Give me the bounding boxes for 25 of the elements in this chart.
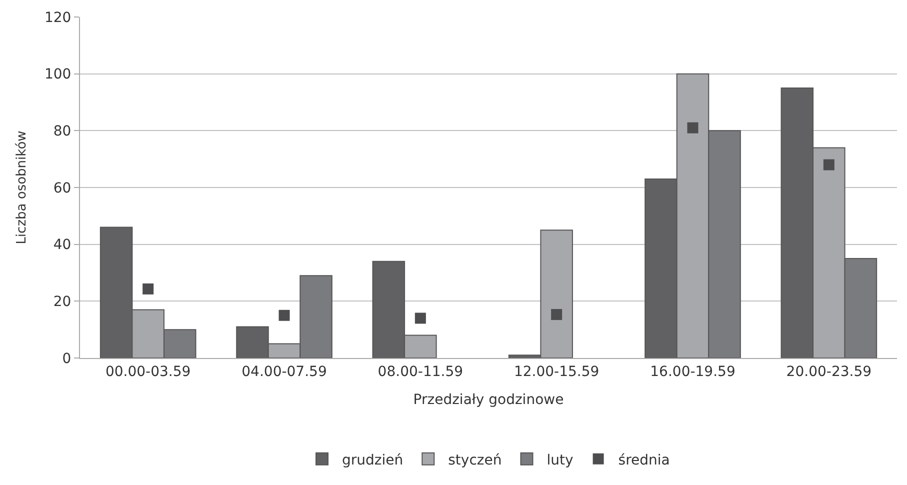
y-tick-label: 0 [62,350,72,367]
x-tick-label: 12.00-15.59 [514,364,600,380]
x-tick-label: 16.00-19.59 [650,364,736,380]
y-tick-label: 80 [53,124,72,140]
x-tick-label: 20.00-23.59 [786,364,872,380]
x-tick-label: 00.00-03.59 [105,364,191,380]
point [551,309,562,320]
legend-label: średnia [618,452,670,468]
point [414,312,426,324]
x-axis-title: Przedziały godzinowe [413,392,564,408]
y-tick-label: 40 [53,237,72,254]
x-tick-label: 04.00-07.59 [242,364,327,380]
legend-label: luty [546,452,574,468]
y-axis-title: Liczba osobników [14,130,30,244]
point [823,159,834,170]
point [142,283,154,294]
y-tick-label: 120 [44,10,72,26]
legend-label: styczeń [448,452,502,468]
x-tick-label: 08.00-11.59 [378,364,464,380]
y-tick-label: 20 [53,294,72,310]
point [687,122,698,134]
point [278,310,290,321]
y-tick-label: 100 [44,66,72,83]
y-tick-label: 60 [53,180,72,196]
legend-label: grudzień [342,452,404,468]
